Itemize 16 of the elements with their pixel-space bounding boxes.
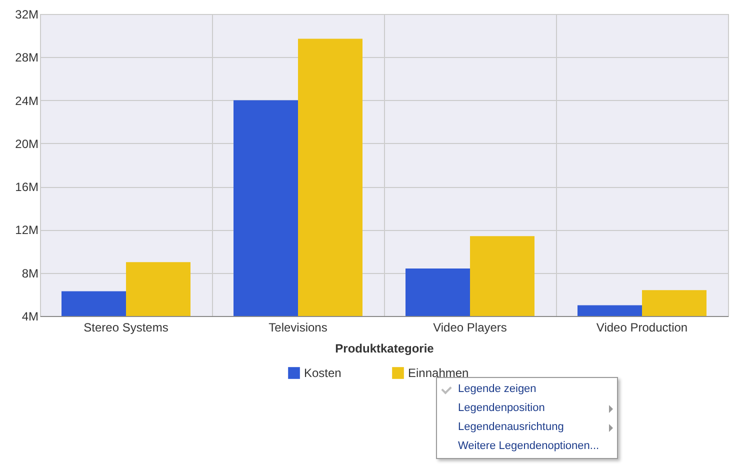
y-tick-label: 16M xyxy=(15,180,39,194)
x-tick-label: Televisions xyxy=(268,320,328,334)
y-tick-label: 20M xyxy=(15,136,39,151)
legend-label: Kosten xyxy=(304,366,342,380)
context-menu: Legende zeigen Legendenposition Legendenausrichtung Weitere Legendenoptionen... xyxy=(436,377,618,459)
legend-label: Einnahmen xyxy=(408,366,469,380)
x-tick-label: Video Players xyxy=(433,320,507,334)
y-tick-label: 24M xyxy=(15,94,39,108)
y-tick-label: 12M xyxy=(15,223,39,238)
x-tick-label: Stereo Systems xyxy=(84,320,168,334)
x-tick-label: Video Production xyxy=(596,320,688,334)
x-axis-title: Produktkategorie xyxy=(335,342,434,356)
y-tick-label: 4M xyxy=(22,310,38,324)
y-tick-label: 28M xyxy=(15,50,39,65)
y-tick-label: 8M xyxy=(22,266,38,280)
y-tick-label: 32M xyxy=(15,8,39,22)
